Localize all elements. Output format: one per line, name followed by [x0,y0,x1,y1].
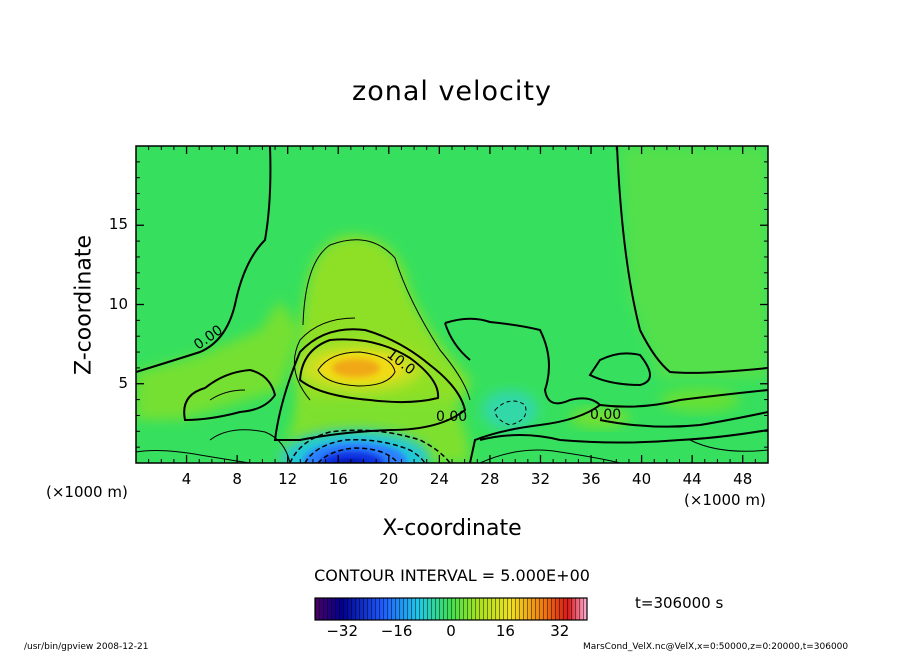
contour-label: 0.00 [436,409,467,425]
colorbar [314,597,588,621]
colorbar-tick-label: 32 [550,622,570,640]
x-tick-label: 20 [379,470,399,488]
velocity-field [136,146,768,463]
x-tick-label: 32 [530,470,551,488]
y-tick-label: 10 [108,294,128,313]
x-axis-label: X-coordinate [382,516,522,541]
footer-command: /usr/bin/gpview 2008-12-21 [24,642,149,652]
colorbar-tick-label: 0 [446,622,456,640]
time-label: t=306000 s [635,594,724,612]
x-tick-label: 24 [429,470,449,488]
x-tick-label: 4 [181,470,192,488]
x-tick-label: 8 [232,470,242,488]
y-axis-label: Z-coordinate [71,235,97,375]
colorbar-frame [314,597,588,621]
colorbar-stripes [315,598,587,620]
chart-title: zonal velocity [352,76,552,107]
axis-ticks [136,146,768,463]
x-tick-label: 28 [480,470,500,488]
colorbar-tick-label: −16 [380,622,413,640]
contour-label: 0.00 [590,407,621,423]
x-tick-label: 44 [682,470,702,488]
contour-interval: CONTOUR INTERVAL = 5.000E+00 [314,566,590,585]
x-unit-left: (×1000 m) [46,483,128,501]
y-tick-label: 15 [108,215,128,234]
x-tick-label: 36 [581,470,601,488]
x-tick-label: 48 [733,470,753,488]
footer-source: MarsCond_VelX.nc@VelX,x=0:50000,z=0:2000… [583,642,849,652]
x-tick-label: 16 [328,470,348,488]
x-tick-label: 12 [278,470,298,488]
colorbar-tick-label: 16 [495,622,515,640]
x-unit-right: (×1000 m) [684,491,766,509]
y-tick-label: 5 [118,373,128,392]
zero-contour-left [136,146,272,373]
colorbar-tick-label: −32 [326,622,359,640]
x-tick-label: 40 [632,470,652,488]
zero-contour-right [616,146,768,374]
